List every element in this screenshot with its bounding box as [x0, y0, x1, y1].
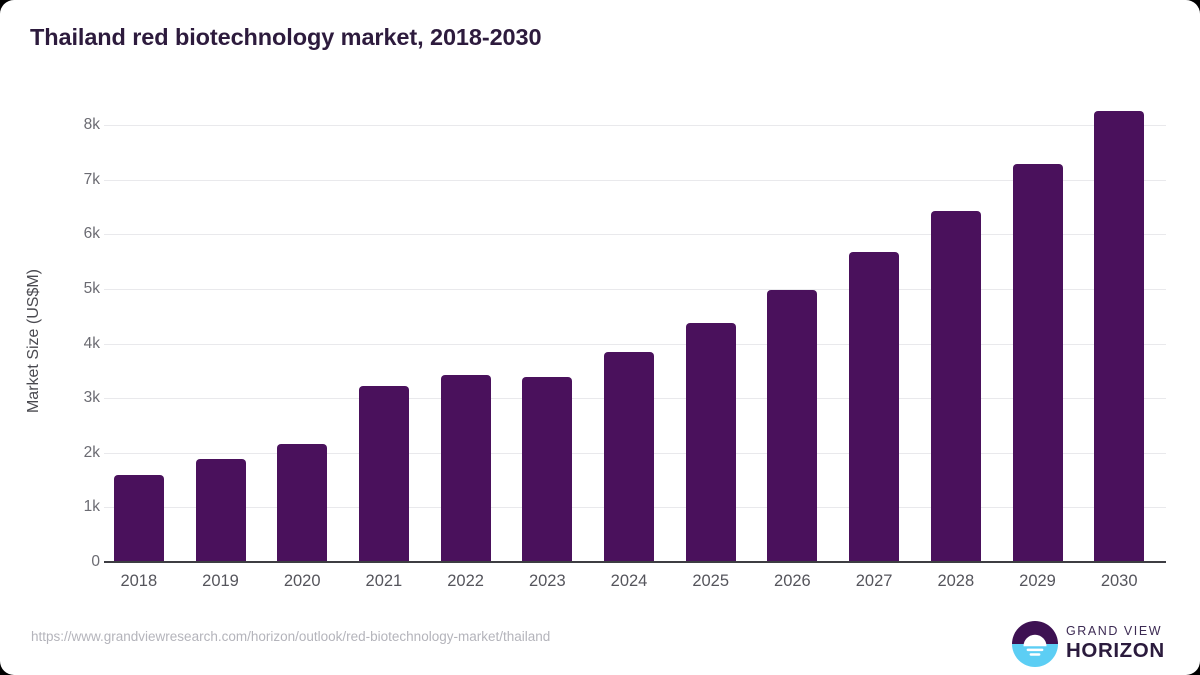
y-axis-tick-label: 3k [83, 389, 100, 407]
x-axis-tick-label: 2029 [1019, 572, 1056, 590]
bar[interactable] [277, 443, 328, 562]
bar[interactable] [358, 386, 409, 562]
chart-title: Thailand red biotechnology market, 2018-… [30, 24, 542, 50]
y-axis-tick-label: 7k [83, 170, 100, 188]
x-axis-tick-label: 2022 [447, 572, 484, 590]
x-axis-tick-label: 2026 [774, 572, 811, 590]
x-axis-tick-label: 2018 [120, 572, 158, 590]
x-axis-tick-label: 2021 [365, 572, 403, 590]
grand-view-horizon-logo: GRAND VIEW HORIZON [1012, 621, 1164, 667]
x-axis-tick-label: 2027 [855, 572, 893, 590]
bar[interactable] [1012, 164, 1063, 562]
logo-line1: GRAND VIEW [1066, 624, 1163, 638]
x-axis-tick-label: 2025 [692, 572, 730, 590]
y-axis-tick-label: 0 [91, 553, 100, 570]
plot-area: 0 1k 2k 3k 4k 5k 6k 7k 8k [84, 110, 1166, 570]
x-axis-tick-label: 2020 [283, 572, 321, 590]
bar[interactable] [604, 351, 654, 562]
bar[interactable] [849, 252, 900, 562]
bar[interactable] [930, 210, 981, 562]
bar[interactable] [113, 474, 164, 562]
x-axis-tick-label: 2030 [1100, 572, 1138, 590]
x-axis-line [104, 561, 1166, 563]
bar[interactable] [440, 374, 491, 562]
bar[interactable] [1094, 110, 1145, 562]
y-axis-tick-label: 2k [83, 443, 100, 461]
y-axis-tick-label: 8k [83, 116, 100, 133]
logo-line2: HORIZON [1066, 639, 1165, 662]
gridline [104, 125, 1166, 126]
bar[interactable] [685, 322, 736, 562]
y-axis-tick-label: 6k [83, 225, 100, 243]
x-axis-tick-label: 2028 [937, 572, 975, 590]
gridline [104, 288, 1166, 290]
logo-wordmark: GRAND VIEW HORIZON [1066, 624, 1165, 662]
bar[interactable] [522, 377, 573, 562]
x-axis-tick-label: 2024 [610, 572, 648, 590]
y-axis-tick-label: 5k [83, 279, 100, 297]
gridline [104, 343, 1166, 345]
y-axis-tick-label: 1k [83, 498, 100, 516]
y-axis-tick-label: 4k [83, 334, 100, 352]
source-url-label: https://www.grandviewresearch.com/horizo… [31, 629, 551, 644]
bar[interactable] [767, 290, 818, 562]
gridline [104, 179, 1166, 181]
bar[interactable] [195, 459, 246, 562]
horizon-sun-circle-icon [1012, 621, 1058, 667]
x-axis-tick-label: 2023 [528, 572, 566, 590]
gridline [104, 234, 1166, 236]
x-axis-tick-label: 2019 [202, 572, 239, 590]
